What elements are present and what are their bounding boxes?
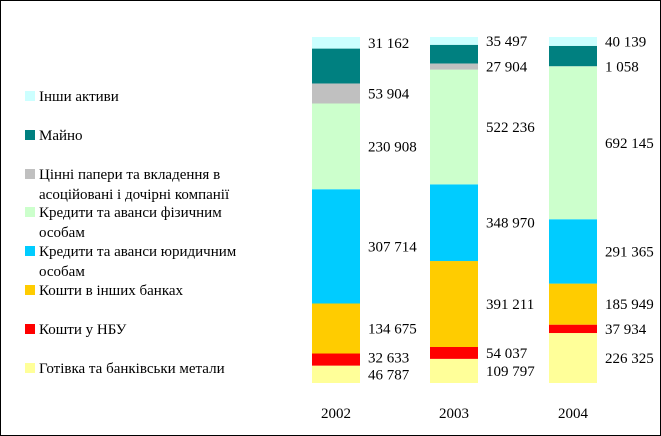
legend-swatch-6	[25, 285, 35, 295]
value-label-2004-6: 1 058	[605, 59, 639, 75]
bar-segment-2004-7	[549, 45, 597, 67]
legend-label-6: Кошти в інших банках	[39, 283, 184, 299]
bar-segment-2004-2	[549, 324, 597, 334]
legend-swatch-3	[25, 169, 35, 179]
value-label-2004-2: 37 934	[605, 322, 647, 338]
legend-swatch-5	[25, 246, 35, 256]
value-label-2002-5: 230 908	[368, 139, 417, 155]
legend-label-5-line-1: Кредити та аванси юридичним	[39, 244, 237, 260]
legend: Інши активи Майно Цінні папери та вкладенн…	[25, 89, 237, 377]
legend-label-1: Інши активи	[39, 89, 119, 105]
bars	[312, 37, 597, 383]
bar-segment-2003-2	[430, 347, 478, 359]
value-label-2003-6: 27 904	[486, 60, 528, 76]
bar-segment-2002-8	[312, 37, 360, 49]
bar-segment-2002-6	[312, 83, 360, 104]
legend-swatch-2	[25, 130, 35, 140]
bar-segment-2003-8	[430, 37, 478, 45]
value-label-2004-5: 692 145	[605, 136, 654, 152]
bar-segment-2002-4	[312, 189, 360, 304]
value-label-2004-3: 185 949	[605, 297, 654, 313]
legend-label-8: Готівка та банківськи метали	[39, 361, 225, 377]
value-label-2004-1: 226 325	[605, 351, 654, 367]
legend-swatch-4	[25, 207, 35, 217]
value-label-2002-8: 31 162	[368, 36, 409, 52]
value-label-2002-6: 53 904	[368, 87, 410, 103]
bar-segment-2003-4	[430, 184, 478, 262]
category-label-2004: 2004	[558, 406, 589, 422]
bar-segment-2002-5	[312, 103, 360, 190]
legend-label-4-line-2: особам	[39, 225, 85, 241]
value-label-2003-5: 522 236	[486, 120, 535, 136]
legend-label-7: Кошти у НБУ	[39, 322, 127, 338]
bar-segment-2004-3	[549, 283, 597, 325]
bar-segment-2004-4	[549, 219, 597, 284]
value-label-2002-1: 46 787	[368, 367, 410, 383]
bar-segment-2002-1	[312, 365, 360, 383]
category-label-2002: 2002	[321, 406, 351, 422]
legend-label-2: Майно	[39, 128, 83, 144]
value-label-2004-4: 291 365	[605, 244, 654, 260]
bar-segment-2002-3	[312, 303, 360, 354]
legend-label-3-line-1: Цінні папери та вкладення в	[39, 167, 220, 183]
value-label-2003-2: 54 037	[486, 346, 528, 362]
bar-segment-2004-1	[549, 333, 597, 383]
category-label-2003: 2003	[439, 406, 469, 422]
legend-swatch-7	[25, 324, 35, 334]
value-label-2002-3: 134 675	[368, 322, 417, 338]
legend-swatch-1	[25, 91, 35, 101]
legend-swatch-8	[25, 363, 35, 373]
bar-segment-2003-5	[430, 69, 478, 185]
bar-segment-2004-8	[549, 37, 597, 46]
value-label-2002-4: 307 714	[368, 239, 417, 255]
value-label-2004-8: 40 139	[605, 34, 646, 50]
bar-segment-2003-3	[430, 261, 478, 347]
category-axis: 2002 2003 2004	[321, 406, 589, 422]
bar-segment-2002-7	[312, 48, 360, 84]
bar-segment-2002-2	[312, 353, 360, 366]
bar-segment-2003-1	[430, 358, 478, 383]
legend-label-5-line-2: особам	[39, 264, 85, 280]
legend-label-3-line-2: асоційовані і дочірні компанії	[39, 187, 230, 203]
value-label-2003-1: 109 797	[486, 364, 535, 380]
value-label-2002-2: 32 633	[368, 350, 409, 366]
value-label-2003-3: 391 211	[486, 297, 534, 313]
value-label-2003-4: 348 970	[486, 216, 535, 232]
value-label-2003-8: 35 497	[486, 34, 528, 50]
bar-segment-2003-6	[430, 63, 478, 70]
bar-segment-2004-5	[549, 66, 597, 220]
legend-label-4-line-1: Кредити та аванси фізичним	[39, 205, 222, 221]
bar-segment-2003-7	[430, 44, 478, 64]
